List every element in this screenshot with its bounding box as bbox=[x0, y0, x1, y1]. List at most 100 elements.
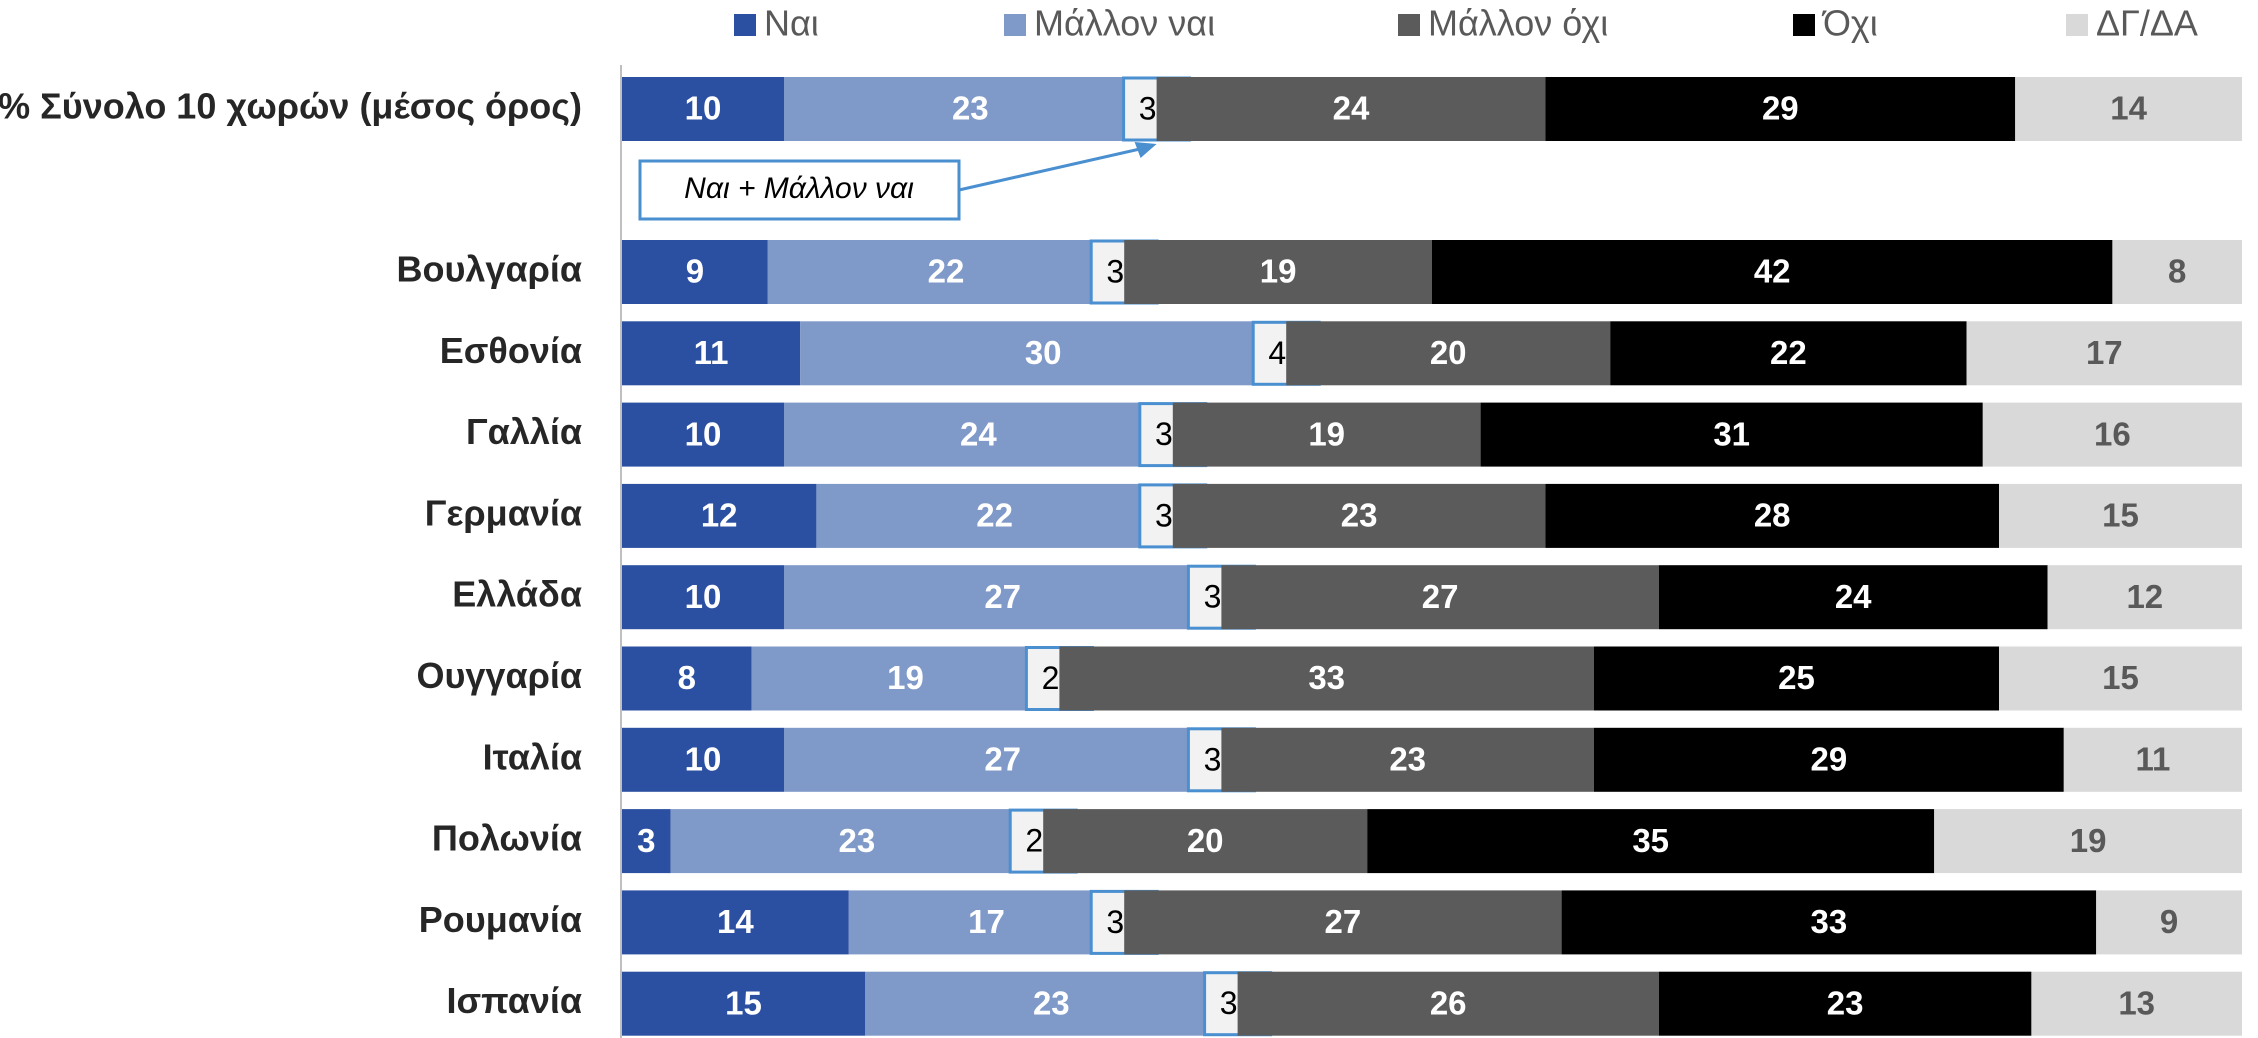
value-label: 23 bbox=[1827, 984, 1864, 1021]
bar-segment bbox=[622, 646, 752, 711]
bar-segment bbox=[784, 565, 1222, 630]
value-label: 22 bbox=[928, 253, 965, 290]
category-label: Ιταλία bbox=[483, 736, 582, 777]
value-label: 42 bbox=[1754, 253, 1791, 290]
bar-segment bbox=[1545, 483, 1999, 548]
value-label: 19 bbox=[2070, 822, 2107, 859]
bar-segment bbox=[1658, 565, 2048, 630]
bar-segment bbox=[1221, 727, 1594, 792]
bar-segment bbox=[1934, 809, 2242, 874]
value-label: 23 bbox=[1389, 741, 1426, 778]
category-label: Γερμανία bbox=[425, 492, 582, 533]
bar-segment bbox=[1545, 77, 2016, 141]
bar-segment bbox=[1966, 321, 2242, 386]
legend-swatch bbox=[734, 14, 756, 36]
value-label: 15 bbox=[725, 984, 762, 1021]
value-label: 19 bbox=[1308, 415, 1345, 452]
bar-segment bbox=[2015, 77, 2242, 141]
value-label: 27 bbox=[984, 578, 1021, 615]
category-label: % Σύνολο 10 χωρών (μέσος όρος) bbox=[0, 86, 582, 127]
value-label: 23 bbox=[839, 822, 876, 859]
annotation-arrowhead bbox=[1134, 142, 1157, 158]
value-label: 27 bbox=[984, 741, 1021, 778]
value-label: 13 bbox=[2118, 984, 2155, 1021]
value-label: 8 bbox=[678, 659, 696, 696]
value-label: 19 bbox=[1260, 253, 1297, 290]
bar-segment bbox=[1480, 402, 1983, 467]
value-label: 12 bbox=[2126, 578, 2163, 615]
bar-segment bbox=[1156, 77, 1546, 141]
category-label: Ρουμανία bbox=[419, 899, 582, 940]
bar-segment bbox=[1172, 402, 1481, 467]
bar-segment bbox=[1999, 483, 2242, 548]
category-label: Ισπανία bbox=[447, 980, 582, 1021]
value-label: 24 bbox=[960, 415, 997, 452]
bar-segment bbox=[865, 971, 1238, 1036]
legend-label: Όχι bbox=[1821, 3, 1878, 44]
bar-segment bbox=[622, 565, 784, 630]
value-label: 29 bbox=[1762, 90, 1799, 127]
value-label: 23 bbox=[952, 90, 989, 127]
bar-segment bbox=[767, 240, 1125, 304]
category-label: Ουγγαρία bbox=[416, 655, 582, 696]
value-label: 24 bbox=[1333, 90, 1370, 127]
bar-segment bbox=[816, 483, 1173, 548]
bar-segment bbox=[1172, 483, 1546, 548]
bar-segment bbox=[622, 809, 671, 874]
legend-label: Ναι bbox=[764, 3, 819, 44]
value-label: 14 bbox=[717, 903, 754, 940]
annotation-arrow bbox=[958, 145, 1149, 192]
legend-swatch bbox=[1793, 14, 1815, 36]
value-label: 16 bbox=[2094, 415, 2131, 452]
value-label: 29 bbox=[1811, 741, 1848, 778]
legend-swatch bbox=[1004, 14, 1026, 36]
bar-segment bbox=[784, 402, 1173, 467]
bar-segment bbox=[1982, 402, 2242, 467]
bar-segment bbox=[1432, 240, 2113, 304]
value-label: 27 bbox=[1422, 578, 1459, 615]
value-label: 24 bbox=[1835, 578, 1872, 615]
bar-segment bbox=[2063, 727, 2242, 792]
legend-swatch bbox=[2066, 14, 2088, 36]
bar-segment bbox=[1594, 646, 1999, 711]
value-label: 31 bbox=[1713, 415, 1750, 452]
category-label: Βουλγαρία bbox=[396, 249, 582, 290]
value-label: 17 bbox=[968, 903, 1005, 940]
bar-segment bbox=[784, 727, 1222, 792]
value-label: 19 bbox=[887, 659, 924, 696]
value-label: 8 bbox=[2168, 253, 2186, 290]
bar-segment bbox=[751, 646, 1060, 711]
legend-label: Μάλλον ναι bbox=[1034, 3, 1215, 44]
value-label: 28 bbox=[1754, 497, 1791, 534]
value-label: 3 bbox=[637, 822, 655, 859]
value-label: 10 bbox=[685, 415, 722, 452]
value-label: 22 bbox=[1770, 334, 1807, 371]
bar-segment bbox=[784, 77, 1157, 141]
value-label: 9 bbox=[2160, 903, 2178, 940]
category-label: Εσθονία bbox=[440, 330, 582, 371]
bar-segment bbox=[1059, 646, 1594, 711]
value-label: 25 bbox=[1778, 659, 1815, 696]
bar-segment bbox=[1561, 890, 2097, 955]
value-label: 11 bbox=[2135, 741, 2170, 778]
value-label: 30 bbox=[1025, 334, 1062, 371]
bar-segment bbox=[1610, 321, 1967, 386]
value-label: 22 bbox=[976, 497, 1013, 534]
annotation-text: Ναι + Μάλλον ναι bbox=[684, 172, 914, 205]
bar-segment bbox=[848, 890, 1125, 955]
bar-segment bbox=[2047, 565, 2242, 630]
bar-segment bbox=[1999, 646, 2242, 711]
bar-segment bbox=[622, 483, 817, 548]
category-label: Γαλλία bbox=[466, 411, 582, 452]
value-label: 9 bbox=[686, 253, 704, 290]
bar-segment bbox=[622, 971, 865, 1036]
legend-swatch bbox=[1398, 14, 1420, 36]
bar-segment bbox=[1221, 565, 1659, 630]
bar-segment bbox=[1237, 971, 1659, 1036]
bar-segment bbox=[2031, 971, 2242, 1036]
bar-segment bbox=[622, 77, 784, 141]
bar-segment bbox=[622, 321, 801, 386]
bar-segment bbox=[1658, 971, 2032, 1036]
bar-segment bbox=[622, 240, 768, 304]
